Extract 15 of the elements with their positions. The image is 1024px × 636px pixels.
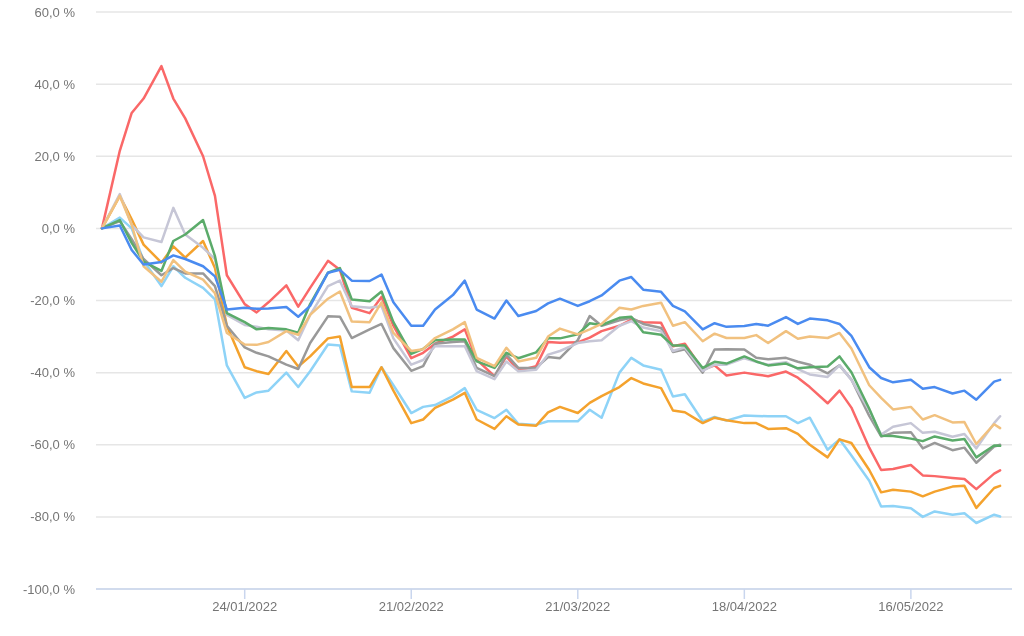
x-tick-label: 21/03/2022	[545, 599, 611, 615]
x-tick-label: 16/05/2022	[878, 599, 944, 615]
x-tick-label: 18/04/2022	[711, 599, 777, 615]
y-tick-label: -60,0 %	[30, 437, 76, 453]
y-tick-label: 60,0 %	[34, 4, 76, 20]
y-tick-label: 20,0 %	[34, 148, 76, 164]
y-tick-label: -100,0 %	[22, 581, 76, 597]
y-tick-label: -20,0 %	[30, 293, 76, 309]
x-tick-label: 24/01/2022	[212, 599, 278, 615]
x-tick-label: 21/02/2022	[378, 599, 444, 615]
y-tick-label: -80,0 %	[30, 509, 76, 525]
y-tick-label: -40,0 %	[30, 365, 76, 381]
line-series	[100, 224, 1002, 401]
y-tick-label: 40,0 %	[34, 76, 76, 92]
y-tick-label: 0,0 %	[41, 220, 76, 236]
